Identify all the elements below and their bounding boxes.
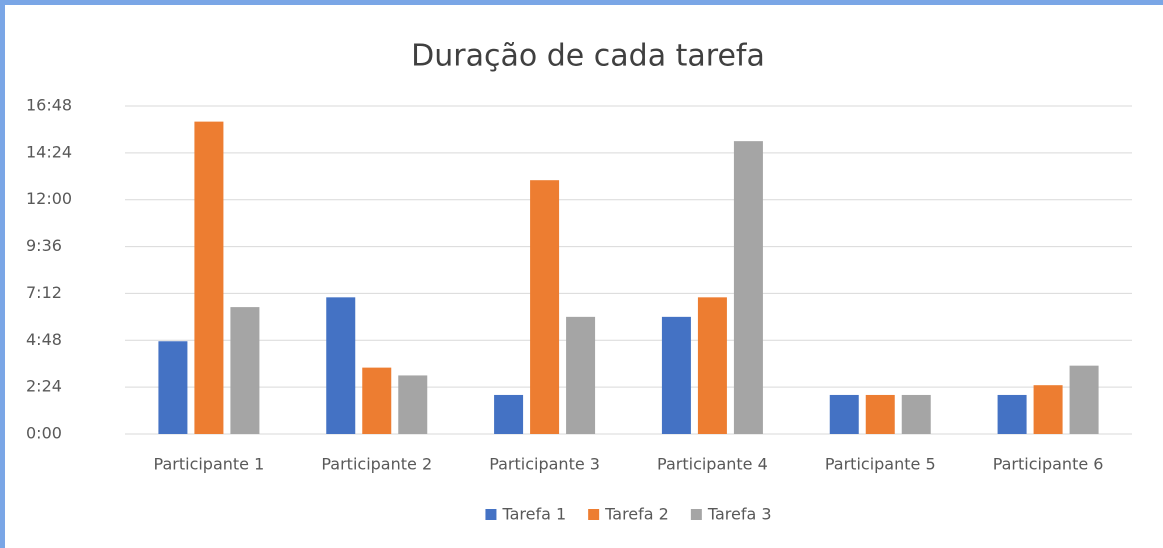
y-tick-label: 14:24 bbox=[26, 142, 72, 161]
y-tick-label: 12:00 bbox=[26, 189, 72, 208]
bar bbox=[829, 394, 859, 434]
top-border bbox=[0, 0, 1163, 5]
bar bbox=[865, 394, 895, 434]
x-tick-label: Participante 1 bbox=[154, 455, 265, 474]
bar bbox=[158, 341, 188, 434]
bar bbox=[230, 307, 260, 434]
bar bbox=[566, 316, 596, 434]
bar bbox=[362, 367, 392, 434]
legend-label: Tarefa 1 bbox=[501, 505, 566, 524]
bar bbox=[901, 394, 931, 434]
bar bbox=[398, 375, 428, 434]
legend-swatch bbox=[588, 509, 600, 520]
y-tick-label: 0:00 bbox=[26, 424, 62, 443]
legend-label: Tarefa 2 bbox=[604, 505, 669, 524]
x-tick-label: Participante 2 bbox=[321, 455, 432, 474]
y-tick-label: 2:24 bbox=[26, 377, 62, 396]
x-tick-label: Participante 6 bbox=[993, 455, 1104, 474]
legend-label: Tarefa 3 bbox=[707, 505, 772, 524]
bar bbox=[1033, 385, 1063, 434]
y-tick-label: 16:48 bbox=[26, 96, 72, 115]
y-tick-label: 4:48 bbox=[26, 330, 62, 349]
chart-title: Duração de cada tarefa bbox=[411, 39, 765, 74]
bar bbox=[661, 316, 691, 434]
left-border bbox=[0, 0, 5, 548]
bar bbox=[997, 394, 1027, 434]
legend-swatch bbox=[485, 509, 497, 520]
bar bbox=[733, 141, 763, 434]
bar bbox=[326, 297, 356, 434]
bar bbox=[530, 180, 560, 434]
x-tick-label: Participante 5 bbox=[825, 455, 936, 474]
bar bbox=[1069, 365, 1099, 434]
bar bbox=[494, 394, 524, 434]
y-tick-label: 7:12 bbox=[26, 283, 62, 302]
y-tick-label: 9:36 bbox=[26, 236, 62, 255]
legend-swatch bbox=[690, 509, 702, 520]
bar bbox=[697, 297, 727, 434]
bar bbox=[194, 121, 224, 434]
x-tick-label: Participante 4 bbox=[657, 455, 768, 474]
x-tick-label: Participante 3 bbox=[489, 455, 600, 474]
